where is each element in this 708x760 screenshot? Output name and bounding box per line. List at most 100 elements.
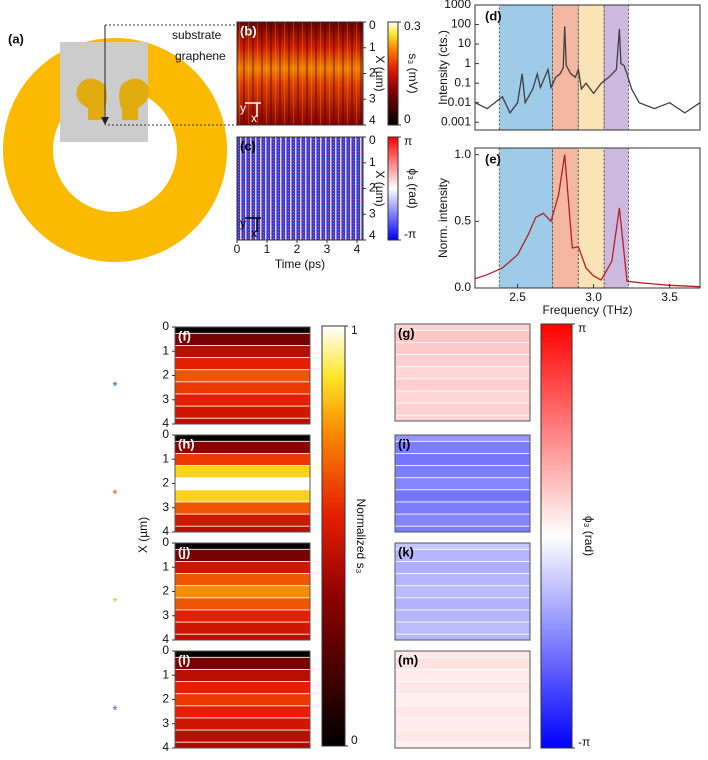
panel-label: (m): [398, 652, 418, 667]
line: [474, 26, 701, 115]
panel-label: (g): [398, 325, 415, 340]
colorbar-tick-label: -π: [404, 227, 416, 241]
colorbar-label: ϕ₃ (rad): [406, 168, 420, 208]
panel-label: (a): [8, 31, 24, 46]
profile-row: [175, 718, 310, 730]
profile-row: [175, 586, 310, 598]
y-tick-label: 0.0: [454, 280, 471, 294]
colorbar-label: ϕ₃ (rad): [582, 516, 596, 556]
panel-label: (f): [178, 328, 191, 343]
colorbar-tick-label: 0.3: [404, 19, 421, 33]
profile-row: [175, 730, 310, 742]
profile-row: [175, 657, 310, 670]
y-tick-label: 0: [162, 535, 169, 549]
y-tick-label: 2: [162, 692, 169, 706]
annotation: substrate: [172, 28, 222, 42]
profile-row: [175, 394, 310, 406]
y-axis-label: Intensity (cts.): [436, 30, 450, 105]
y-tick-label: 2: [369, 66, 376, 80]
profile-row: [395, 478, 530, 490]
profile-row: [175, 333, 310, 346]
profile-row: [395, 610, 530, 622]
y-tick-label: 1: [162, 343, 169, 357]
profile-row: [395, 367, 530, 379]
profile-row: [395, 742, 530, 749]
profile-row: [395, 657, 530, 670]
profile-row: [395, 435, 530, 441]
x-tick-label: 3.0: [585, 290, 602, 304]
profile-row: [175, 634, 310, 641]
band: [498, 147, 554, 289]
profile-row: [175, 706, 310, 718]
profile-row: [175, 622, 310, 634]
y-tick-label: 2: [369, 181, 376, 195]
y-tick-label: 1: [369, 40, 376, 54]
x-tick-label: 3: [324, 242, 331, 256]
y-tick-label: 3: [369, 206, 376, 220]
x-axis-label: Frequency (THz): [542, 303, 632, 317]
y-axis-label: Norm. intensity: [436, 178, 450, 258]
x-tick-label: 2.5: [509, 290, 526, 304]
y-tick-label: 2: [162, 476, 169, 490]
axis-icon-arrow: [245, 102, 261, 117]
x-tick-label: 0: [234, 242, 241, 256]
profile-row: [395, 415, 530, 422]
profile-row: [175, 573, 310, 586]
profile-row: [175, 406, 310, 418]
profile-row: [175, 478, 310, 490]
colorbar-tick-label: π: [578, 321, 586, 335]
band: [577, 147, 605, 289]
frame: [394, 323, 531, 422]
y-tick-label: 3: [162, 392, 169, 406]
y-tick-label: 1: [464, 56, 471, 70]
axis-icon: y: [240, 101, 246, 115]
lobe: [76, 78, 107, 120]
profile-row: [175, 526, 310, 533]
colorbar-tick-label: 1: [351, 323, 358, 337]
y-tick-label: 0: [162, 427, 169, 441]
profile-row: [175, 669, 310, 682]
panel-label: (d): [485, 8, 502, 23]
panel-label: (c): [240, 138, 256, 153]
panel-label: (e): [485, 151, 501, 166]
profile-row: [175, 418, 310, 425]
colorbar-tick-label: -π: [578, 735, 590, 749]
profile-row: [395, 342, 530, 355]
profile-row: [175, 327, 310, 333]
colorbar: [387, 136, 399, 241]
profile-row: [395, 490, 530, 502]
profile-row: [395, 718, 530, 730]
y-tick-label: 4: [162, 524, 169, 538]
profile-row: [395, 324, 530, 330]
x-tick-label: 2: [294, 242, 301, 256]
annotation: graphene: [175, 49, 226, 63]
profile-row: [395, 514, 530, 526]
colorbar-label: s₃ (mV): [406, 53, 420, 93]
colorbar: [321, 325, 346, 747]
frame: [394, 434, 531, 533]
panel-label: (l): [178, 652, 190, 667]
profile-row: [395, 453, 530, 466]
panel-label: (i): [398, 436, 410, 451]
profile-row: [395, 354, 530, 367]
y-tick-label: 4: [162, 632, 169, 646]
schematic: (a) substrate graphene: [3, 24, 238, 262]
x-axis-label: Time (ps): [275, 257, 325, 271]
profile-row: [395, 598, 530, 610]
profile-row: [395, 549, 530, 562]
y-tick-label: 1000: [444, 0, 471, 11]
profile-row: [175, 441, 310, 454]
profile-row: [175, 742, 310, 749]
y-axis-label: X (µm): [136, 517, 150, 553]
panel-label: (b): [240, 23, 257, 38]
profile-row: [175, 598, 310, 610]
profile-row: [395, 669, 530, 682]
profile-row: [175, 382, 310, 394]
profile-row: [395, 706, 530, 718]
y-tick-label: 4: [369, 228, 376, 242]
profile-row: [395, 573, 530, 586]
profile-row: [175, 435, 310, 441]
profile-row: [175, 561, 310, 574]
y-tick-label: 0.5: [454, 214, 471, 228]
marker: *: [113, 487, 118, 501]
